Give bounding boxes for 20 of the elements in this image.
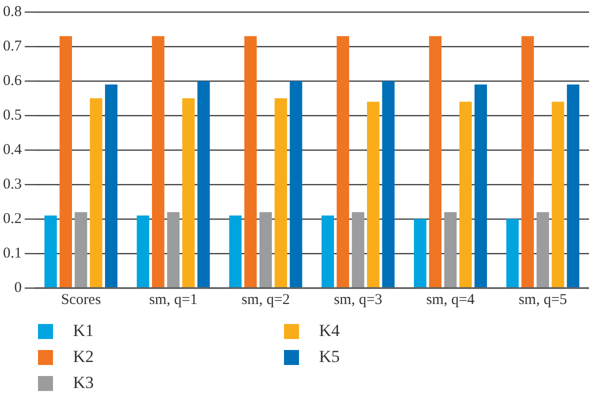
y-tick-label: 0: [14, 280, 22, 296]
legend-label: K4: [319, 321, 340, 341]
x-tick-label: sm, q=4: [426, 292, 476, 308]
y-tick-label: 0.2: [3, 210, 22, 227]
legend-label: K2: [73, 347, 94, 367]
y-tick-label: 0.7: [3, 38, 22, 54]
y-tick-label: 0.1: [3, 245, 22, 262]
legend-label: K1: [73, 321, 94, 341]
legend-label: K3: [73, 373, 94, 393]
y-tick-label: 0.4: [3, 142, 22, 158]
x-tick-label: sm, q=1: [149, 292, 198, 308]
y-tick-label: 0.8: [3, 4, 22, 20]
y-tick-label: 0.3: [3, 176, 22, 192]
legend-label: K5: [319, 347, 340, 367]
x-tick-label: Scores: [60, 292, 102, 308]
x-tick-label: sm, q=2: [241, 292, 290, 308]
y-tick-label: 0.6: [3, 72, 22, 89]
y-tick-label: 0.5: [3, 107, 22, 124]
x-tick-label: sm, q=5: [518, 292, 568, 308]
x-tick-label: sm, q=3: [334, 292, 382, 308]
